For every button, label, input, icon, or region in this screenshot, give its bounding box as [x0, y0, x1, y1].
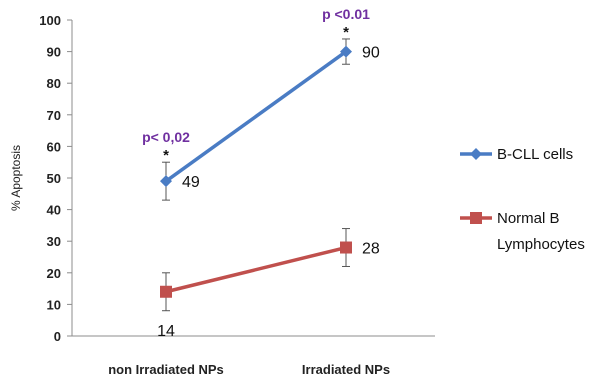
series-line — [164, 50, 348, 183]
legend-item-b-cll-cells: B-CLL cells — [460, 146, 573, 163]
legend-swatch-diamond — [470, 148, 482, 160]
p-value-annotation: p< 0,02 — [142, 129, 190, 145]
data-label: 90 — [362, 45, 380, 62]
legend: B-CLL cells Normal B Lymphocytes — [460, 146, 585, 253]
y-tick-label: 90 — [47, 45, 61, 60]
x-tick-label: non Irradiated NPs — [108, 362, 224, 377]
x-tick-label: Irradiated NPs — [302, 362, 390, 377]
annotations: * p< 0,02 * p <0.01 — [142, 6, 370, 164]
y-axis-label: % Apoptosis — [9, 145, 23, 211]
plot-area: 49 90 14 28 — [157, 38, 380, 340]
y-tick-label: 20 — [47, 266, 61, 281]
p-value-annotation: p <0.01 — [322, 6, 370, 22]
y-tick-label: 40 — [47, 203, 61, 218]
y-tick-label: 80 — [47, 76, 61, 91]
significance-star: * — [343, 24, 349, 41]
data-point-square — [340, 241, 352, 254]
data-label: 28 — [362, 241, 380, 258]
legend-label: B-CLL cells — [497, 146, 573, 163]
y-tick-label: 30 — [47, 234, 61, 249]
y-tick-label: 100 — [39, 13, 61, 28]
series-line — [165, 245, 347, 294]
significance-star: * — [163, 147, 169, 164]
data-point-diamond — [340, 45, 352, 58]
y-tick-labels: 0 10 20 30 40 50 60 70 80 90 100 — [39, 13, 72, 344]
x-tick-labels: non Irradiated NPs Irradiated NPs — [108, 362, 390, 377]
y-tick-label: 50 — [47, 171, 61, 186]
data-label: 49 — [182, 174, 200, 191]
data-point-square — [160, 285, 172, 298]
legend-item-normal-b-lymphocytes: Normal B Lymphocytes — [460, 210, 585, 253]
series-b-cll-cells: 49 90 — [160, 38, 380, 201]
data-label: 14 — [157, 323, 175, 340]
series-normal-b-lymphocytes: 14 28 — [157, 228, 380, 340]
y-tick-label: 70 — [47, 108, 61, 123]
axes — [71, 20, 435, 337]
y-tick-label: 60 — [47, 139, 61, 154]
legend-label: Normal B — [497, 210, 560, 227]
legend-label: Lymphocytes — [497, 236, 585, 253]
legend-swatch-square — [470, 212, 482, 224]
y-tick-label: 10 — [47, 297, 61, 312]
data-point-diamond — [160, 175, 172, 188]
y-tick-label: 0 — [54, 329, 61, 344]
